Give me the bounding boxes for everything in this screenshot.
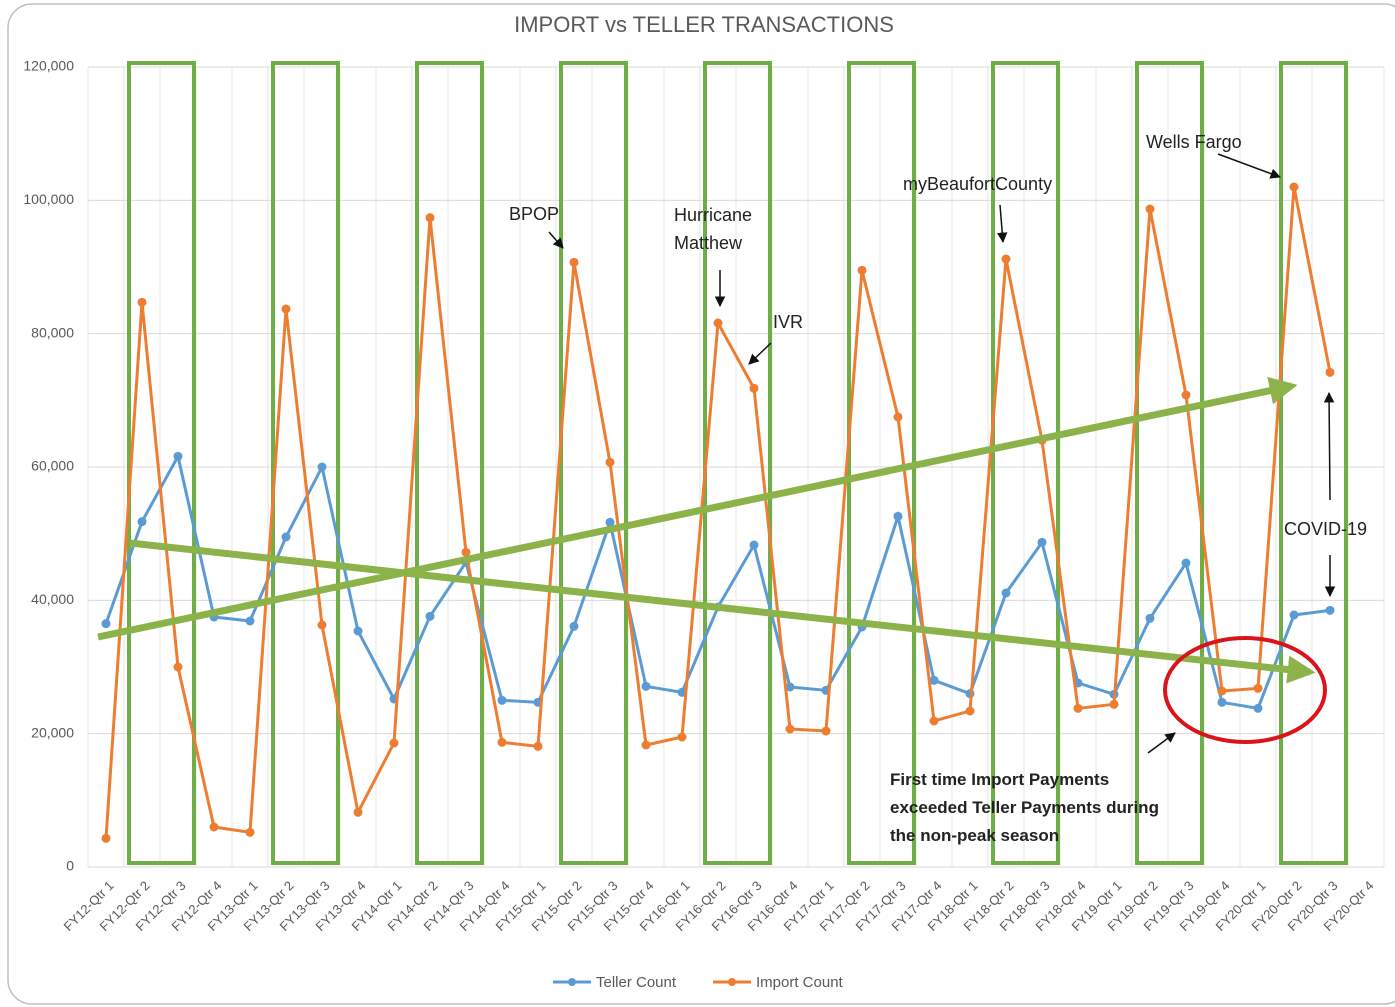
peak-season-box xyxy=(991,61,1060,865)
annotation: Wells Fargo xyxy=(1146,132,1242,152)
point xyxy=(173,662,183,672)
peak-season-box xyxy=(1279,61,1348,865)
point xyxy=(137,517,147,527)
chart-title: IMPORT vs TELLER TRANSACTIONS xyxy=(514,12,894,37)
point xyxy=(209,822,219,832)
point xyxy=(929,716,939,726)
legend-marker xyxy=(728,978,736,986)
point xyxy=(569,621,579,631)
point xyxy=(533,741,543,751)
point xyxy=(785,724,795,734)
peak-season-box xyxy=(1135,61,1204,865)
point xyxy=(1001,254,1011,264)
point xyxy=(101,833,111,843)
y-tick-label: 0 xyxy=(66,858,74,874)
point xyxy=(281,532,291,542)
y-tick-label: 40,000 xyxy=(31,591,74,607)
point xyxy=(245,616,255,626)
peak-season-box xyxy=(271,61,340,865)
point xyxy=(569,257,579,267)
point xyxy=(605,457,615,467)
y-tick-label: 20,000 xyxy=(31,724,74,740)
point xyxy=(785,682,795,692)
point xyxy=(605,517,615,527)
point xyxy=(1145,204,1155,214)
y-tick-label: 80,000 xyxy=(31,324,74,340)
annotation: IVR xyxy=(773,312,804,332)
point xyxy=(425,213,435,223)
peak-season-box xyxy=(127,61,196,865)
point xyxy=(281,304,291,314)
point xyxy=(713,318,723,328)
y-tick-label: 120,000 xyxy=(23,58,74,74)
legend-label: Import Count xyxy=(756,974,844,991)
point xyxy=(1073,703,1083,713)
point xyxy=(1289,182,1299,192)
point xyxy=(353,807,363,817)
point xyxy=(317,462,327,472)
peak-season-box xyxy=(559,61,628,865)
annotation-arrows xyxy=(97,153,1336,754)
annotation: Hurricane Matthew xyxy=(674,205,753,253)
point xyxy=(1001,588,1011,598)
y-tick-label: 60,000 xyxy=(31,458,74,474)
point xyxy=(389,738,399,748)
annotation: BPOP xyxy=(509,204,560,224)
point xyxy=(101,619,111,629)
point xyxy=(1253,683,1263,693)
point xyxy=(1181,390,1191,400)
point xyxy=(317,620,327,630)
point xyxy=(1289,610,1299,620)
point xyxy=(497,737,507,747)
point xyxy=(641,740,651,750)
point xyxy=(821,726,831,736)
point xyxy=(1217,697,1227,707)
annotation: First time Import Payments exceeded Tell… xyxy=(890,770,1159,845)
point xyxy=(641,681,651,691)
point xyxy=(749,383,759,393)
point xyxy=(137,297,147,307)
point xyxy=(749,540,759,550)
legend-label: Teller Count xyxy=(596,974,677,991)
point xyxy=(893,511,903,521)
point xyxy=(461,547,471,557)
point xyxy=(1181,558,1191,568)
annotation: myBeaufortCounty xyxy=(903,174,1053,194)
point xyxy=(1325,605,1335,615)
point xyxy=(353,626,363,636)
point xyxy=(965,706,975,716)
point xyxy=(857,265,867,275)
point xyxy=(425,611,435,621)
point xyxy=(1109,699,1119,709)
point xyxy=(173,451,183,461)
point xyxy=(677,732,687,742)
peak-season-box xyxy=(415,61,484,865)
point xyxy=(1253,703,1263,713)
point xyxy=(1145,613,1155,623)
point xyxy=(1217,686,1227,696)
point xyxy=(1037,537,1047,547)
point xyxy=(893,412,903,422)
y-tick-label: 100,000 xyxy=(23,191,74,207)
point xyxy=(497,695,507,705)
point xyxy=(245,827,255,837)
legend-marker xyxy=(568,978,576,986)
annotation: COVID-19 xyxy=(1284,519,1368,539)
point xyxy=(1325,367,1335,377)
point xyxy=(929,675,939,685)
